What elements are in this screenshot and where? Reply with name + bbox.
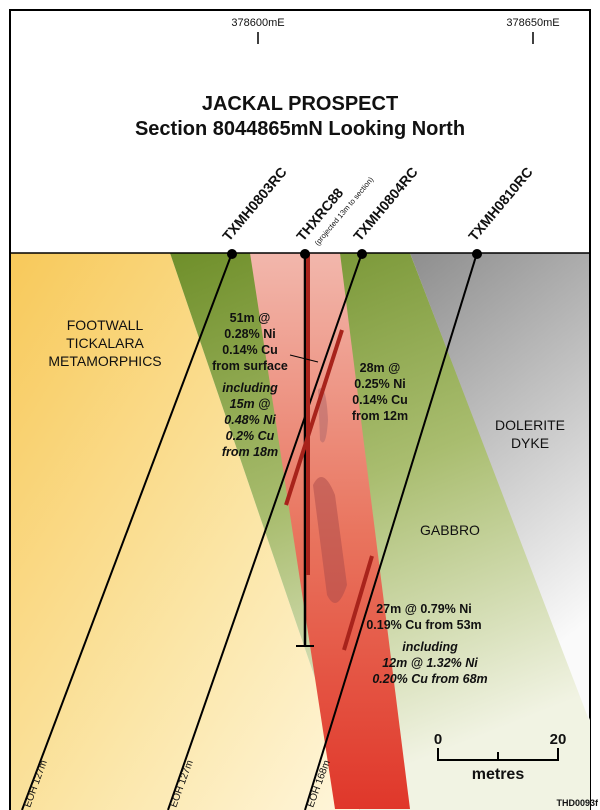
- drill-hole: [304, 252, 478, 810]
- dolerite-unit: [410, 253, 589, 720]
- unit-label: FOOTWALL TICKALARA METAMORPHICS DOLERITE…: [48, 317, 565, 538]
- intercept-line: 27m @ 0.79% Ni: [376, 602, 472, 616]
- intercept-line: from 12m: [352, 409, 408, 423]
- unit-line: TICKALARA: [66, 335, 144, 351]
- unit-line: DOLERITE: [495, 417, 565, 433]
- intercept-line: 28m @: [360, 361, 401, 375]
- scale-start: 0: [434, 731, 442, 748]
- collar: [357, 249, 367, 259]
- footwall-unit: [11, 253, 360, 810]
- intercept-line: from surface: [212, 359, 288, 373]
- intercept-text: 51m @ 0.28% Ni 0.14% Cu from surface inc…: [212, 311, 488, 686]
- intercept-line: 0.2% Cu: [226, 429, 275, 443]
- intercept-line: 0.19% Cu from 53m: [366, 618, 481, 632]
- intercept-line: 51m @: [230, 311, 271, 325]
- unit-line: DYKE: [511, 435, 549, 451]
- intercept-line: 0.48% Ni: [224, 413, 276, 427]
- collar: [227, 249, 237, 259]
- scale-end: 20: [550, 731, 567, 748]
- intercept-line: 0.14% Cu: [222, 343, 278, 357]
- unit-line: GABBRO: [420, 522, 480, 538]
- high-grade-pod: [313, 477, 347, 603]
- collar: [472, 249, 482, 259]
- intercept-line: 15m @: [230, 397, 271, 411]
- intercept-line: 0.14% Cu: [352, 393, 408, 407]
- intercept-line: 0.25% Ni: [354, 377, 405, 391]
- scale-unit: metres: [472, 766, 525, 783]
- unit-line: FOOTWALL: [67, 317, 144, 333]
- subtitle: Section 8044865mN Looking North: [135, 118, 465, 140]
- intercept-line: including: [222, 381, 278, 395]
- intercept-line: from 18m: [222, 445, 278, 459]
- intercept-segment: [342, 555, 374, 651]
- unit-line: METAMORPHICS: [48, 353, 161, 369]
- drill-hole: [167, 252, 363, 810]
- scale-bar: [437, 748, 559, 761]
- intercept-segment: [284, 329, 344, 506]
- intercept-line: 12m @ 1.32% Ni: [382, 656, 478, 670]
- drill-hole: [21, 252, 233, 810]
- easting-label: 378650mE: [506, 17, 559, 29]
- intercept-line: 0.28% Ni: [224, 327, 275, 341]
- figure-id: THD0093f: [556, 798, 599, 808]
- easting-label: 378600mE: [231, 17, 284, 29]
- intercept-line: 0.20% Cu from 68m: [372, 672, 487, 686]
- title: JACKAL PROSPECT: [202, 93, 398, 115]
- leader-line: [289, 354, 319, 363]
- collar: [300, 249, 310, 259]
- intercept-line: including: [402, 640, 458, 654]
